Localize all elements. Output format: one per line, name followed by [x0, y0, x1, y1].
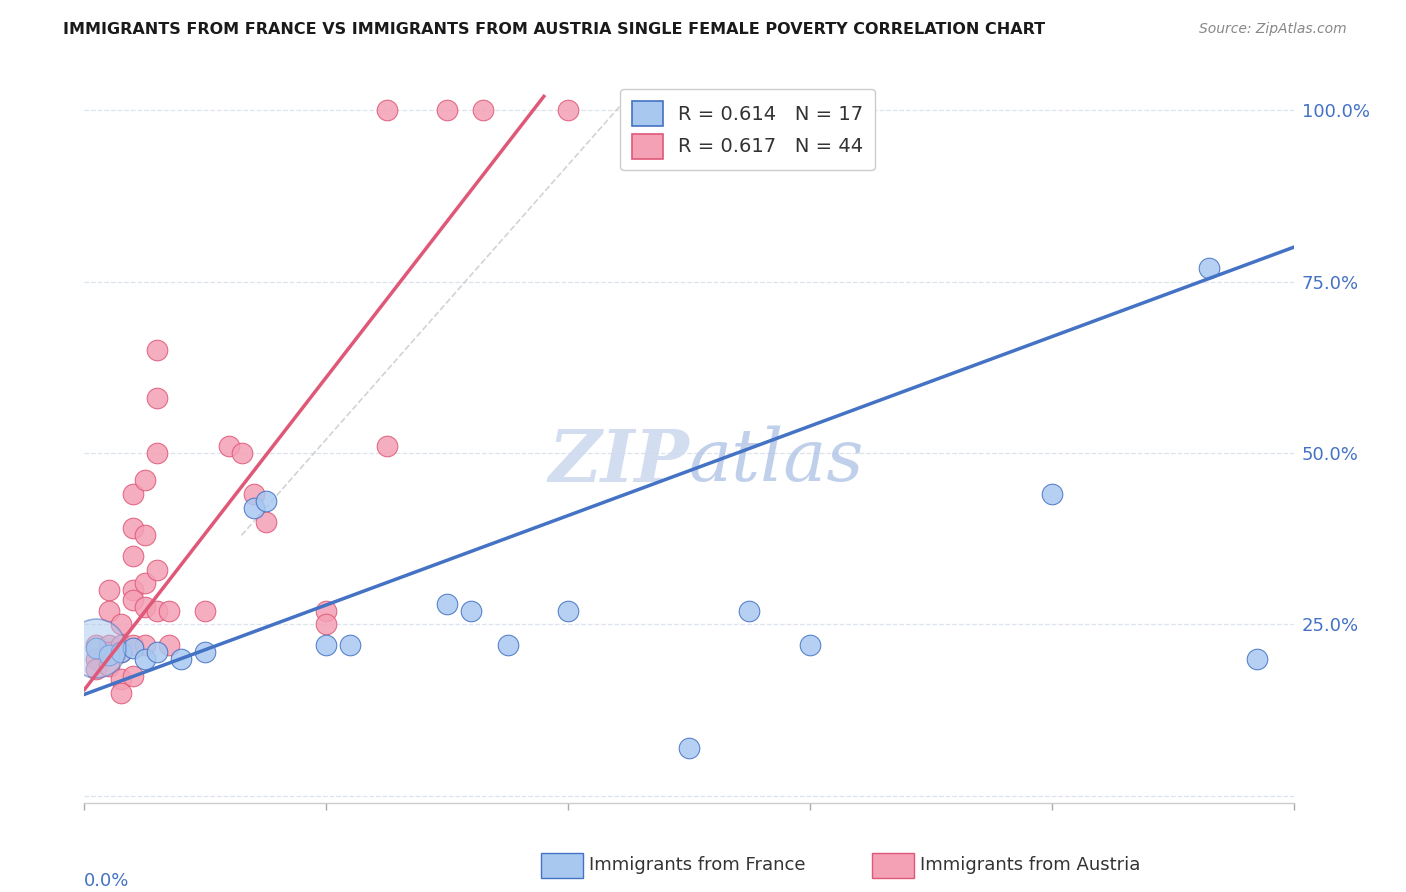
- Point: [134, 600, 156, 615]
- Point: [121, 593, 143, 607]
- Point: [496, 638, 519, 652]
- Point: [194, 604, 217, 618]
- Point: [218, 439, 240, 453]
- Point: [110, 673, 132, 687]
- Point: [134, 474, 156, 488]
- Point: [315, 604, 337, 618]
- Point: [146, 563, 169, 577]
- Point: [315, 638, 337, 652]
- Point: [146, 645, 169, 659]
- Point: [157, 638, 180, 652]
- Text: atlas: atlas: [689, 425, 865, 496]
- Point: [97, 604, 120, 618]
- Point: [1040, 487, 1063, 501]
- Point: [436, 103, 458, 117]
- Point: [375, 103, 398, 117]
- Point: [242, 500, 264, 515]
- Point: [86, 638, 108, 652]
- Point: [97, 658, 120, 673]
- Point: [121, 641, 143, 656]
- Point: [146, 446, 169, 460]
- Point: [254, 494, 277, 508]
- Point: [678, 740, 700, 755]
- Point: [134, 576, 156, 591]
- Point: [557, 103, 579, 117]
- Point: [121, 638, 143, 652]
- Point: [86, 652, 108, 666]
- Point: [121, 487, 143, 501]
- Point: [170, 652, 193, 666]
- Point: [738, 604, 761, 618]
- Point: [110, 638, 132, 652]
- Point: [121, 549, 143, 563]
- Point: [134, 638, 156, 652]
- Point: [86, 641, 108, 656]
- Point: [121, 521, 143, 535]
- Text: ZIP: ZIP: [548, 425, 689, 497]
- Point: [194, 645, 217, 659]
- Point: [110, 645, 132, 659]
- Point: [472, 103, 495, 117]
- Point: [1198, 260, 1220, 275]
- Point: [557, 604, 579, 618]
- Point: [157, 604, 180, 618]
- Point: [339, 638, 361, 652]
- Point: [121, 669, 143, 683]
- Point: [375, 439, 398, 453]
- Point: [110, 617, 132, 632]
- Point: [134, 528, 156, 542]
- Text: Immigrants from France: Immigrants from France: [589, 856, 806, 874]
- Point: [460, 604, 482, 618]
- Point: [146, 343, 169, 358]
- Text: Immigrants from Austria: Immigrants from Austria: [920, 856, 1140, 874]
- Point: [97, 648, 120, 663]
- Point: [97, 583, 120, 598]
- Point: [121, 583, 143, 598]
- Point: [97, 638, 120, 652]
- Text: IMMIGRANTS FROM FRANCE VS IMMIGRANTS FROM AUSTRIA SINGLE FEMALE POVERTY CORRELAT: IMMIGRANTS FROM FRANCE VS IMMIGRANTS FRO…: [63, 22, 1046, 37]
- Point: [254, 515, 277, 529]
- Legend: R = 0.614   N = 17, R = 0.617   N = 44: R = 0.614 N = 17, R = 0.617 N = 44: [620, 89, 875, 170]
- Point: [436, 597, 458, 611]
- Point: [86, 641, 108, 656]
- Point: [134, 652, 156, 666]
- Text: 0.0%: 0.0%: [84, 871, 129, 890]
- Point: [1246, 652, 1268, 666]
- Point: [242, 487, 264, 501]
- Point: [315, 617, 337, 632]
- Point: [231, 446, 253, 460]
- Text: Source: ZipAtlas.com: Source: ZipAtlas.com: [1199, 22, 1347, 37]
- Point: [97, 645, 120, 659]
- Point: [146, 604, 169, 618]
- Point: [110, 686, 132, 700]
- Point: [799, 638, 821, 652]
- Point: [86, 662, 108, 676]
- Point: [110, 645, 132, 659]
- Point: [146, 391, 169, 405]
